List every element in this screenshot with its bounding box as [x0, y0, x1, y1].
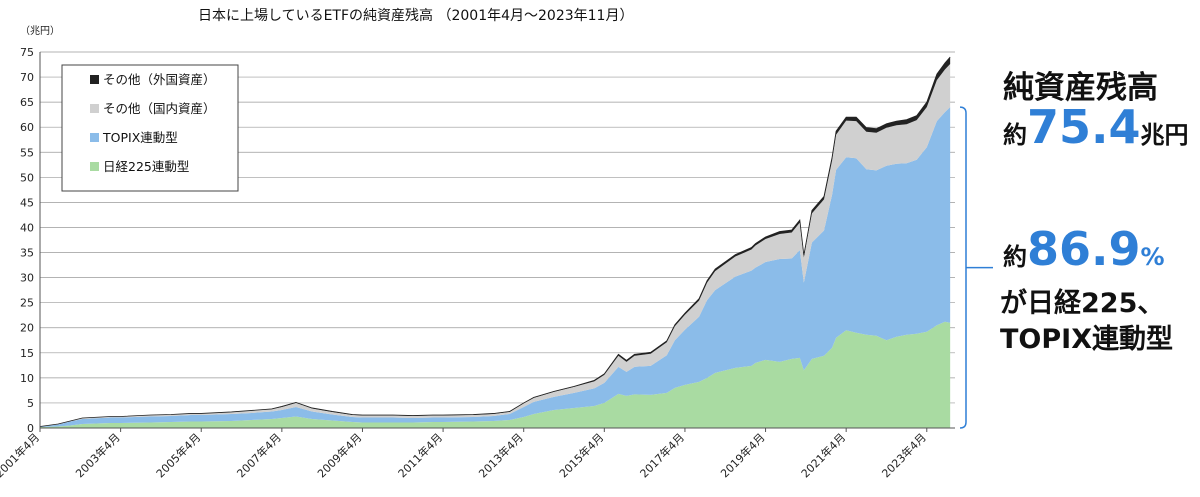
y-tick-label: 50	[20, 171, 34, 184]
share-text-line3: TOPIX連動型	[1000, 324, 1174, 355]
legend-label: 日経225連動型	[103, 159, 189, 174]
legend-swatch	[90, 133, 99, 142]
area-series	[40, 321, 951, 428]
chart-title: 日本に上場しているETFの純資産残高 （2001年4月～2023年11月）	[198, 7, 633, 24]
x-tick-label: 2009年4月	[314, 430, 364, 480]
y-tick-label: 10	[20, 372, 34, 385]
share-bracket-line	[959, 106, 967, 429]
total-prefix: 約	[1003, 121, 1027, 149]
y-axis-unit-label: （兆円）	[20, 25, 60, 37]
total-value: 75.4	[1027, 100, 1141, 154]
share-prefix: 約	[1003, 243, 1027, 271]
share-value: 86.9	[1027, 222, 1141, 276]
x-tick-label: 2017年4月	[637, 430, 687, 480]
y-tick-label: 35	[20, 247, 34, 260]
x-tick-label: 2015年4月	[556, 430, 606, 480]
y-tick-label: 70	[20, 71, 34, 84]
y-tick-label: 65	[20, 96, 34, 109]
y-tick-label: 5	[27, 397, 34, 410]
x-tick-label: 2011年4月	[395, 430, 445, 480]
y-tick-label: 75	[20, 46, 34, 59]
area-series	[40, 107, 951, 427]
x-tick-label: 2023年4月	[879, 430, 929, 480]
share-text-line2: が日経225、	[1000, 288, 1165, 319]
legend-label: TOPIX連動型	[102, 130, 178, 145]
y-tick-label: 45	[20, 196, 34, 209]
x-tick-label: 2019年4月	[717, 430, 767, 480]
y-tick-label: 30	[20, 272, 34, 285]
stacked-areas	[39, 56, 951, 428]
y-tick-label: 15	[20, 347, 34, 360]
total-title: 純資産残高	[1003, 70, 1158, 106]
x-tick-label: 2005年4月	[153, 430, 203, 480]
legend-swatch	[90, 104, 99, 113]
share-unit: %	[1140, 243, 1165, 271]
total-value-line: 約75.4兆円	[1003, 104, 1189, 150]
x-tick-label: 2003年4月	[73, 430, 123, 480]
legend-swatch	[90, 75, 99, 84]
legend-label: その他（外国資産）	[103, 72, 216, 87]
y-tick-label: 40	[20, 221, 34, 234]
y-tick-label: 0	[27, 422, 34, 435]
x-tick-label: 2013年4月	[476, 430, 526, 480]
y-tick-label: 25	[20, 297, 34, 310]
y-tick-label: 20	[20, 322, 34, 335]
total-unit: 兆円	[1140, 121, 1189, 149]
legend-swatch	[90, 162, 99, 171]
share-value-line: 約86.9%	[1003, 226, 1165, 272]
x-tick-label: 2001年4月	[0, 430, 42, 480]
x-tick-label: 2021年4月	[798, 430, 848, 480]
area-series	[40, 64, 951, 427]
legend-label: その他（国内資産）	[103, 101, 216, 116]
total-outline	[39, 56, 951, 427]
x-tick-label: 2007年4月	[234, 430, 284, 480]
y-tick-label: 60	[20, 121, 34, 134]
share-bracket	[959, 106, 993, 429]
y-tick-label: 55	[20, 146, 34, 159]
